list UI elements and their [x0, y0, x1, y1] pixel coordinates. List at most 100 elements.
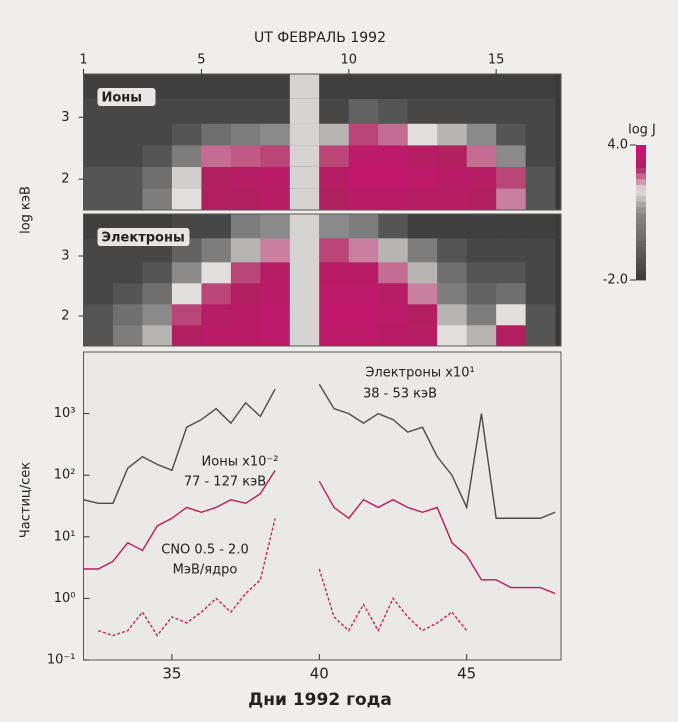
- heatmap-cell: [83, 166, 114, 189]
- heatmap-cell: [378, 123, 409, 146]
- heatmap-cell: [142, 283, 173, 305]
- heatmap-cell: [83, 304, 114, 326]
- heatmap-cell: [437, 166, 467, 189]
- heatmap-cell: [260, 145, 291, 168]
- x-tick-label: 35: [162, 665, 181, 683]
- heatmap-cell: [525, 214, 556, 239]
- heatmap-cell: [319, 325, 350, 347]
- heatmap-cell: [348, 123, 379, 146]
- heatmap-cell: [171, 325, 202, 347]
- heatmap-cell: [525, 325, 556, 347]
- heatmap-cell: [83, 325, 114, 347]
- y-axis-title: Частиц/сек: [19, 462, 34, 538]
- data-line: [83, 388, 276, 504]
- x-tick-label: 10: [341, 53, 358, 68]
- x-tick-label: 1: [79, 53, 87, 68]
- heatmap-cell: [407, 98, 438, 124]
- data-line: [83, 469, 276, 570]
- heatmap-cell: [496, 238, 526, 263]
- heatmap-cell: [319, 238, 350, 263]
- colorbar-cell: [636, 274, 646, 281]
- heatmap-cell: [230, 188, 261, 211]
- heatmap-cell: [319, 98, 350, 124]
- data-gap: [289, 123, 320, 146]
- panel-label: Электроны: [102, 231, 185, 246]
- colorbar-cell: [636, 240, 646, 247]
- heatmap-cell: [437, 98, 467, 124]
- data-gap: [289, 188, 320, 210]
- heatmap-cell: [525, 283, 556, 305]
- heatmap-cell: [260, 98, 291, 124]
- heatmap-cell: [348, 98, 379, 124]
- y-tick-label: 3: [61, 249, 69, 264]
- heatmap-cell: [201, 283, 232, 305]
- heatmap-cell: [230, 98, 261, 124]
- heatmap-cell: [496, 283, 526, 305]
- heatmap-cell: [348, 262, 379, 284]
- data-line: [318, 480, 556, 595]
- heatmap-cell: [83, 262, 114, 284]
- panel-label-box: [97, 228, 190, 246]
- data-gap: [289, 325, 320, 346]
- colorbar-cell: [636, 235, 646, 242]
- heatmap-cell: [112, 304, 143, 326]
- x-tick-label: 15: [488, 53, 505, 68]
- colorbar-cell: [636, 156, 646, 163]
- colorbar-cell: [636, 184, 646, 191]
- heatmap-cell: [201, 188, 232, 211]
- heatmap-cell: [83, 188, 114, 211]
- heatmap-cell: [201, 123, 232, 146]
- heatmap-cell: [260, 123, 291, 146]
- heatmap-cell: [142, 166, 173, 189]
- heatmap-cell: [230, 145, 261, 168]
- heatmap-cell: [319, 145, 350, 168]
- heatmap-cell: [201, 214, 232, 239]
- heatmap-cell: [230, 283, 261, 305]
- heatmap-cell: [407, 304, 438, 326]
- x-tick-label: 45: [457, 665, 476, 683]
- heatmap-cell: [201, 262, 232, 284]
- plot-frame: [83, 213, 562, 347]
- heatmap-cell: [378, 166, 409, 189]
- heatmap-cell: [260, 214, 291, 239]
- heatmap-cell: [260, 188, 291, 211]
- heatmap-cell: [142, 188, 173, 211]
- heatmap-cell: [348, 325, 379, 347]
- colorbar-tick-label: 4.0: [607, 138, 628, 153]
- heatmap-cell: [171, 304, 202, 326]
- heatmap-cell: [525, 74, 556, 100]
- panel-label-box: [97, 88, 156, 106]
- heatmap-cell: [496, 188, 526, 211]
- heatmap-cell: [230, 74, 261, 100]
- colorbar-cell: [636, 161, 646, 168]
- heatmap-cell: [466, 188, 497, 211]
- data-gap: [289, 238, 320, 262]
- heatmap-cell: [142, 325, 173, 347]
- heatmap-cell: [230, 238, 261, 263]
- heatmap-cell: [407, 166, 438, 189]
- heatmap-cell: [348, 166, 379, 189]
- heatmap-cell: [407, 262, 438, 284]
- heatmap-cell: [437, 214, 467, 239]
- panel-label: Ионы: [102, 91, 143, 106]
- heatmap-cell: [378, 98, 409, 124]
- heatmap-cell: [466, 262, 497, 284]
- heatmap-cell: [378, 238, 409, 263]
- heatmap-cell: [378, 304, 409, 326]
- heatmap-cell: [378, 262, 409, 284]
- heatmap-cell: [348, 304, 379, 326]
- heatmap-cell: [171, 262, 202, 284]
- colorbar-cell: [636, 201, 646, 208]
- heatmap-cell: [348, 74, 379, 100]
- heatmap-cell: [496, 123, 526, 146]
- heatmap-cell: [348, 238, 379, 263]
- heatmap-cell: [348, 283, 379, 305]
- heatmap-cell: [112, 262, 143, 284]
- heatmap-cell: [230, 304, 261, 326]
- heatmap-cell: [112, 123, 143, 146]
- colorbar-cell: [636, 251, 646, 258]
- data-gap: [289, 283, 320, 304]
- heatmap-cell: [407, 74, 438, 100]
- heatmap-cell: [171, 166, 202, 189]
- heatmap-cell: [525, 304, 556, 326]
